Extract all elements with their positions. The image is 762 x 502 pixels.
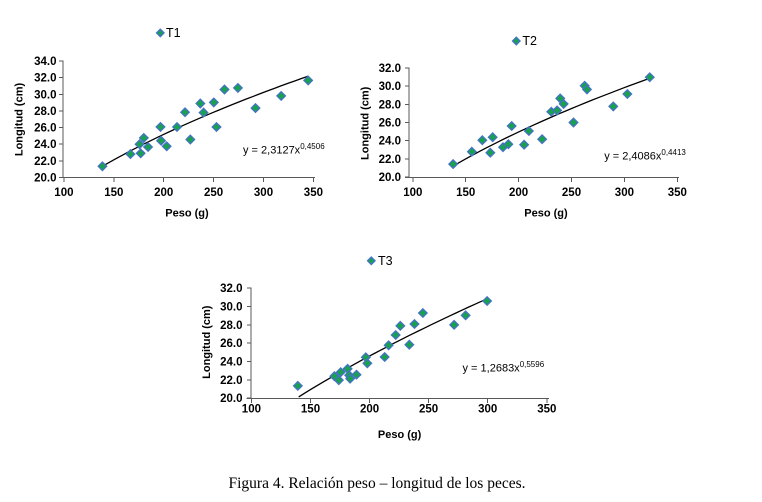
svg-text:22.0: 22.0 <box>34 156 56 168</box>
svg-text:100: 100 <box>54 187 73 199</box>
svg-text:250: 250 <box>562 187 581 199</box>
svg-text:100: 100 <box>403 187 422 199</box>
svg-text:28.0: 28.0 <box>34 106 56 118</box>
svg-text:300: 300 <box>478 404 497 416</box>
svg-text:100: 100 <box>242 404 261 416</box>
svg-text:350: 350 <box>537 404 556 416</box>
svg-text:250: 250 <box>204 187 223 199</box>
svg-text:y = 2,3127x0,4506: y = 2,3127x0,4506 <box>243 142 325 157</box>
svg-text:24.0: 24.0 <box>379 136 401 148</box>
svg-text:26.0: 26.0 <box>34 123 56 135</box>
svg-text:250: 250 <box>419 404 438 416</box>
svg-text:24.0: 24.0 <box>34 139 56 151</box>
svg-text:T1: T1 <box>166 26 181 40</box>
svg-text:350: 350 <box>304 187 323 199</box>
svg-text:200: 200 <box>154 187 173 199</box>
svg-text:Peso (g): Peso (g) <box>378 429 422 441</box>
svg-text:28.0: 28.0 <box>379 99 401 111</box>
svg-text:300: 300 <box>615 187 634 199</box>
svg-text:20.0: 20.0 <box>220 393 242 405</box>
svg-text:30.0: 30.0 <box>220 301 242 313</box>
svg-text:22.0: 22.0 <box>220 375 242 387</box>
svg-text:22.0: 22.0 <box>379 154 401 166</box>
svg-text:30.0: 30.0 <box>379 81 401 93</box>
svg-text:150: 150 <box>456 187 475 199</box>
svg-text:T3: T3 <box>378 254 393 268</box>
svg-text:26.0: 26.0 <box>379 118 401 130</box>
svg-text:150: 150 <box>104 187 123 199</box>
svg-text:24.0: 24.0 <box>220 357 242 369</box>
svg-text:300: 300 <box>254 187 273 199</box>
svg-text:Figura 4. Relación peso – long: Figura 4. Relación peso – longitud de lo… <box>228 475 525 492</box>
svg-text:350: 350 <box>668 187 687 199</box>
svg-text:20.0: 20.0 <box>34 172 56 184</box>
svg-text:26.0: 26.0 <box>220 338 242 350</box>
svg-text:y = 2,4086x0,4413: y = 2,4086x0,4413 <box>604 148 686 163</box>
svg-text:20.0: 20.0 <box>379 172 401 184</box>
svg-text:200: 200 <box>360 404 379 416</box>
svg-text:Peso (g): Peso (g) <box>165 208 209 220</box>
svg-text:Longitud (cm): Longitud (cm) <box>14 83 26 157</box>
svg-text:T2: T2 <box>522 34 537 48</box>
svg-text:28.0: 28.0 <box>220 320 242 332</box>
svg-text:30.0: 30.0 <box>34 89 56 101</box>
svg-text:32.0: 32.0 <box>379 63 401 75</box>
svg-text:200: 200 <box>509 187 528 199</box>
svg-text:y = 1,2683x0,5596: y = 1,2683x0,5596 <box>463 360 545 375</box>
svg-text:Longitud (cm): Longitud (cm) <box>201 305 213 379</box>
svg-text:34.0: 34.0 <box>34 56 56 68</box>
svg-text:Longitud (cm): Longitud (cm) <box>360 86 372 160</box>
svg-text:32.0: 32.0 <box>34 73 56 85</box>
svg-text:150: 150 <box>301 404 320 416</box>
svg-text:Peso (g): Peso (g) <box>524 208 568 220</box>
svg-text:32.0: 32.0 <box>220 283 242 295</box>
